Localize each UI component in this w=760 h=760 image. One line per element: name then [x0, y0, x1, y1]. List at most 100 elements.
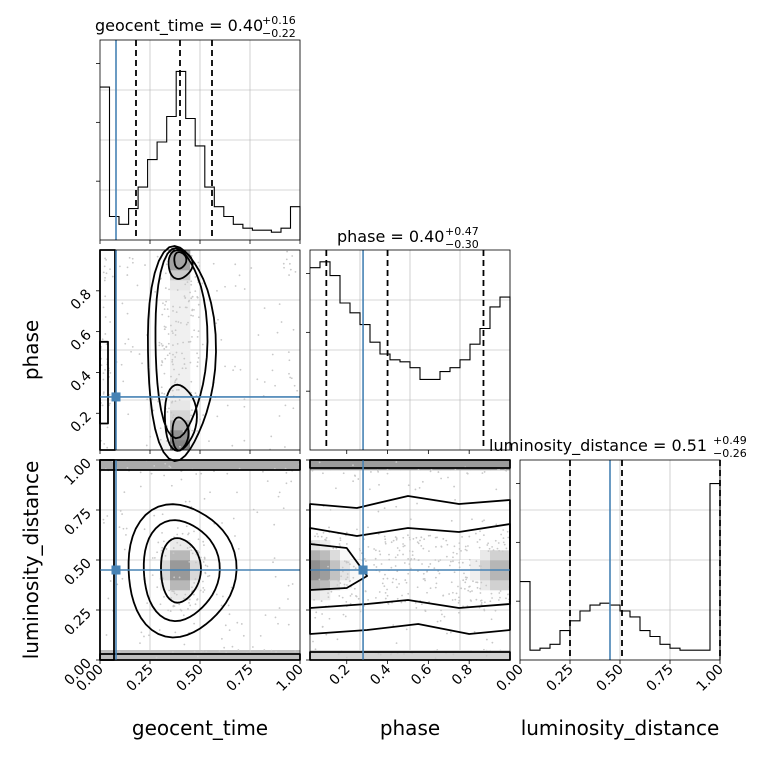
sample-point — [163, 474, 166, 477]
density-cell — [320, 570, 331, 581]
sample-point — [386, 594, 389, 597]
sample-point — [378, 591, 381, 593]
sample-point — [234, 535, 236, 537]
sample-point — [454, 468, 457, 471]
sample-point — [417, 468, 420, 471]
sample-point — [365, 560, 367, 563]
sample-point — [378, 570, 381, 573]
sample-point — [496, 547, 499, 550]
sample-point — [102, 391, 105, 394]
sample-point — [184, 367, 187, 370]
sample-point — [374, 557, 377, 560]
density-cell — [270, 650, 281, 661]
density-cell — [160, 650, 171, 661]
sample-point — [386, 577, 389, 580]
sample-point — [352, 565, 355, 568]
density-cell — [460, 560, 471, 571]
sample-point — [195, 394, 198, 397]
sample-point — [225, 651, 228, 654]
sample-point — [171, 389, 174, 392]
sample-point — [284, 467, 287, 470]
sample-point — [464, 581, 467, 584]
sample-point — [274, 575, 277, 578]
density-cell — [330, 570, 341, 581]
density-cell — [180, 340, 191, 351]
sample-point — [282, 507, 285, 510]
sample-point — [483, 519, 485, 522]
sample-point — [101, 338, 104, 341]
sample-point — [451, 599, 454, 601]
density-cell — [180, 270, 191, 281]
density-cell — [320, 650, 331, 661]
sample-point — [480, 599, 483, 602]
sample-point — [469, 564, 471, 567]
truth-marker — [111, 565, 121, 575]
density-cell — [360, 650, 371, 661]
density-cell — [180, 330, 191, 341]
sample-point — [105, 259, 108, 261]
sample-point — [263, 649, 266, 651]
sample-point — [171, 416, 174, 419]
density-cell — [170, 570, 181, 581]
density-cell — [180, 300, 191, 311]
sample-point — [220, 637, 223, 640]
sample-point — [203, 589, 206, 591]
density-cell — [310, 650, 321, 661]
sample-point — [193, 622, 196, 625]
x-tick-label: 1.00 — [693, 662, 726, 695]
sample-point — [188, 601, 190, 604]
sample-point — [164, 554, 167, 557]
sample-point — [190, 254, 193, 257]
sample-point — [200, 650, 203, 653]
sample-point — [277, 622, 279, 625]
x-tick-label: 0.50 — [593, 662, 626, 695]
sample-point — [373, 563, 375, 566]
sample-point — [197, 303, 200, 306]
sample-point — [405, 581, 408, 584]
sample-point — [271, 369, 274, 372]
sample-point — [490, 592, 493, 595]
density-cell — [180, 430, 191, 441]
sample-point — [102, 306, 105, 309]
sample-point — [455, 552, 458, 555]
density-cell — [170, 460, 181, 471]
sample-point — [172, 604, 175, 607]
sample-point — [164, 304, 166, 306]
sample-point — [192, 314, 194, 317]
sample-point — [458, 611, 460, 614]
sample-point — [471, 590, 473, 592]
sample-point — [161, 546, 164, 549]
sample-point — [184, 500, 187, 503]
sample-point — [505, 597, 507, 600]
sample-point — [434, 536, 437, 539]
sample-point — [402, 545, 405, 548]
sample-point — [188, 299, 191, 302]
sample-point — [475, 560, 478, 563]
sample-point — [183, 357, 186, 360]
sample-point — [202, 414, 205, 416]
sample-point — [407, 484, 410, 487]
sample-point — [161, 313, 164, 316]
sample-point — [285, 471, 288, 474]
sample-point — [185, 323, 188, 326]
sample-point — [313, 598, 315, 601]
sample-point — [384, 542, 387, 545]
sample-point — [163, 308, 166, 310]
sample-point — [446, 543, 449, 546]
sample-point — [358, 548, 361, 550]
density-cell — [170, 290, 181, 301]
sample-point — [375, 566, 378, 568]
sample-point — [237, 547, 240, 550]
sample-point — [475, 598, 478, 601]
sample-point — [395, 461, 398, 463]
sample-point — [272, 561, 274, 564]
sample-point — [290, 377, 293, 380]
sample-point — [429, 470, 432, 473]
sample-point — [153, 514, 156, 517]
sample-point — [468, 535, 471, 538]
sample-point — [435, 582, 438, 585]
sample-point — [197, 261, 200, 264]
sample-point — [162, 302, 164, 305]
density-cell — [310, 570, 321, 581]
sample-point — [155, 656, 158, 659]
